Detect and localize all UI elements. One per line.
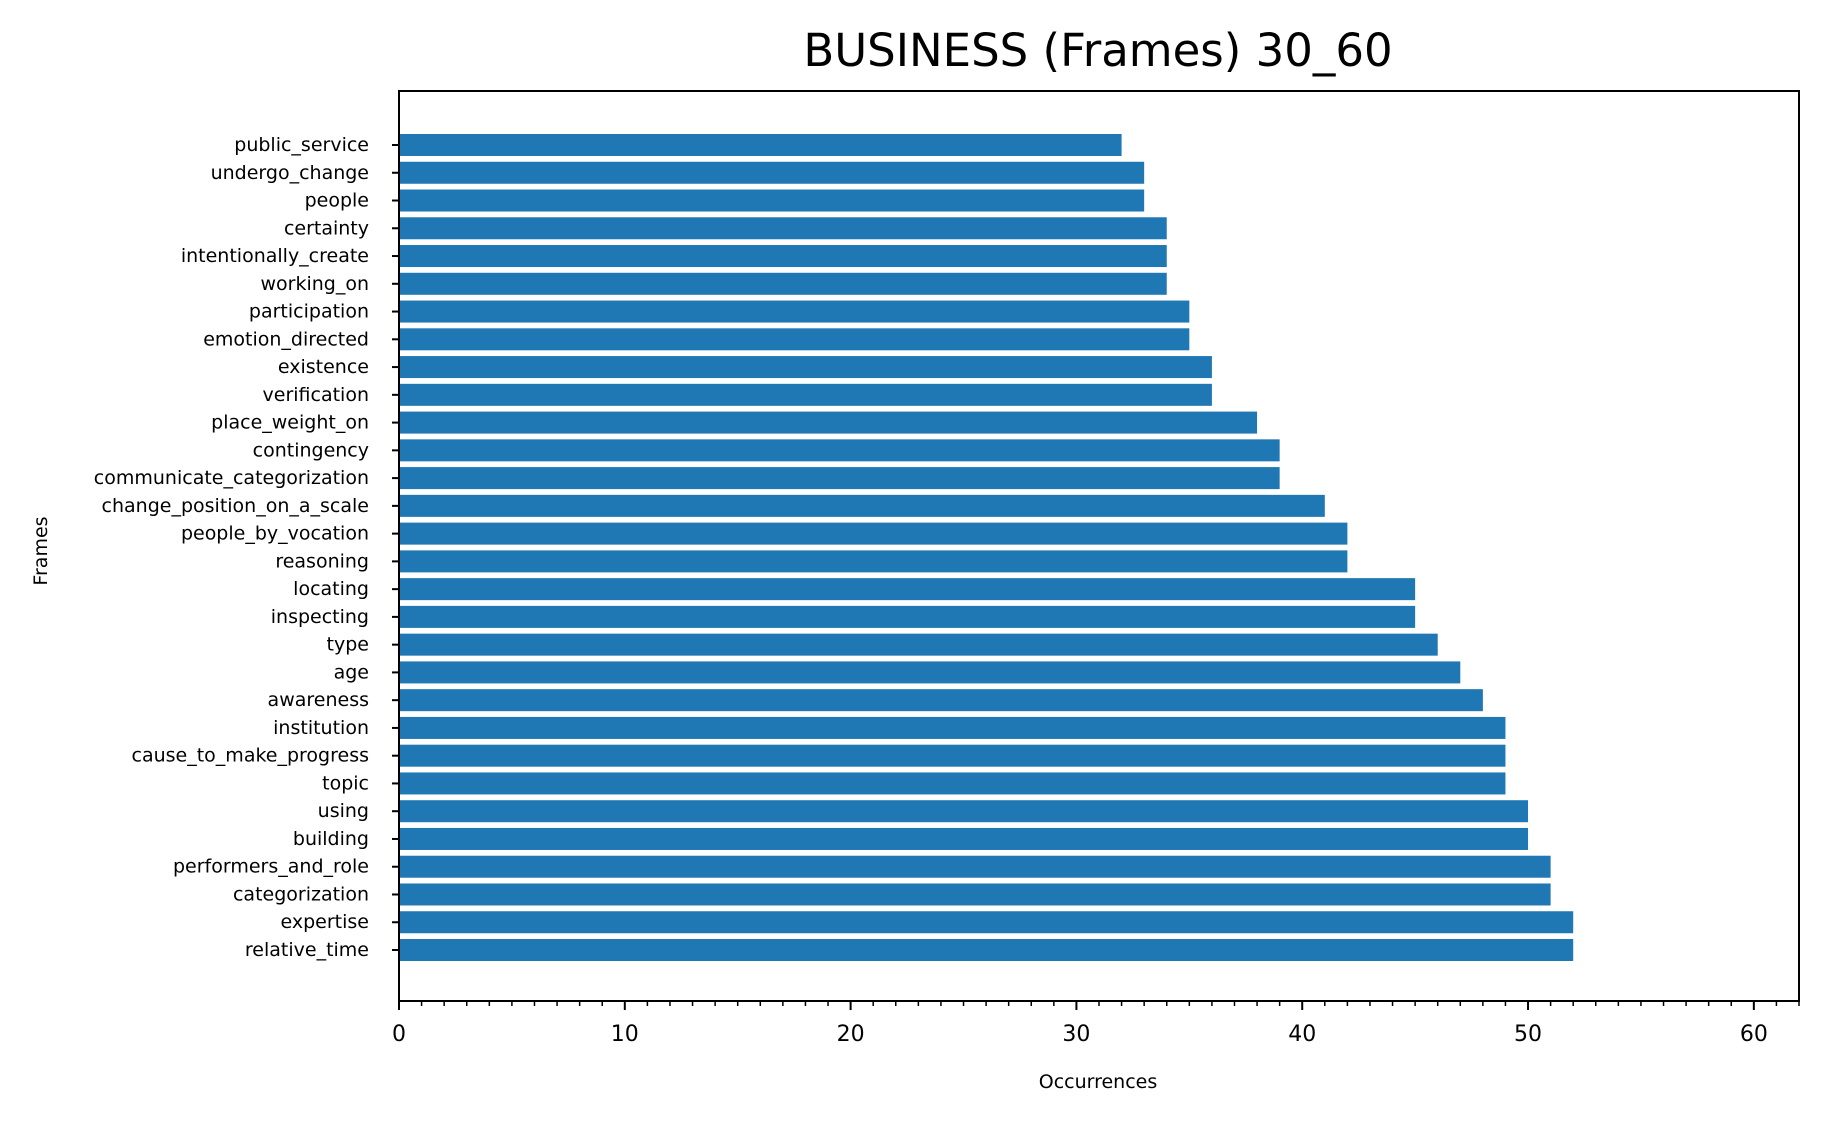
bar-communicate-categorization	[399, 467, 1280, 490]
bar-working-on	[399, 272, 1167, 295]
bar-institution	[399, 716, 1506, 739]
bar-awareness	[399, 689, 1483, 712]
y-tick-label: using	[318, 800, 369, 822]
bar-inspecting	[399, 605, 1416, 628]
y-tick-label: verification	[263, 384, 369, 406]
y-tick-label: change_position_on_a_scale	[102, 495, 369, 517]
bar-public-service	[399, 134, 1122, 156]
y-tick-label: relative_time	[245, 939, 369, 961]
y-tick-label: people_by_vocation	[181, 523, 369, 545]
y-tick-label: building	[293, 828, 369, 850]
y-tick-label: certainty	[284, 217, 369, 239]
bar-participation	[399, 300, 1190, 323]
x-tick-label: 10	[611, 1022, 639, 1047]
y-tick-label: locating	[293, 578, 369, 600]
bar-place-weight-on	[399, 411, 1258, 434]
bar-relative-time	[399, 939, 1574, 961]
bar-using	[399, 800, 1529, 823]
x-tick-label: 0	[392, 1022, 406, 1047]
y-tick-label: communicate_categorization	[94, 467, 369, 489]
bar-cause-to-make-progress	[399, 744, 1506, 767]
x-axis-ticks: 0 10 20 30 40 50 60	[392, 1001, 1800, 1047]
chart-title: BUSINESS (Frames) 30_60	[803, 24, 1392, 77]
x-tick-label: 20	[837, 1022, 865, 1047]
x-axis-label: Occurrences	[1039, 1071, 1158, 1093]
bar-reasoning	[399, 550, 1348, 573]
y-tick-label: participation	[249, 301, 369, 323]
bar-change-position-on-a-scale	[399, 494, 1325, 517]
x-tick-label: 50	[1514, 1022, 1542, 1047]
y-tick-label: place_weight_on	[211, 412, 369, 434]
y-tick-label: awareness	[268, 689, 369, 711]
y-tick-label: working_on	[260, 273, 369, 295]
y-tick-label: reasoning	[275, 550, 369, 572]
y-tick-label: categorization	[233, 883, 369, 905]
bar-age	[399, 661, 1461, 684]
y-tick-label: cause_to_make_progress	[132, 745, 369, 767]
bars-layer	[399, 134, 1574, 961]
bar-verification	[399, 383, 1212, 406]
y-tick-label: age	[334, 661, 369, 683]
y-axis-label: Frames	[30, 516, 52, 585]
y-tick-label: performers_and_role	[173, 856, 369, 878]
bar-building	[399, 827, 1529, 850]
bar-intentionally-create	[399, 245, 1167, 268]
y-tick-label: institution	[273, 717, 369, 739]
y-tick-label: undergo_change	[211, 162, 369, 184]
bar-categorization	[399, 883, 1551, 906]
x-tick-label: 60	[1740, 1022, 1768, 1047]
bar-type	[399, 633, 1438, 656]
bar-performers-and-role	[399, 855, 1551, 878]
y-tick-label: public_service	[234, 134, 369, 156]
y-tick-label: emotion_directed	[203, 328, 369, 350]
bar-certainty	[399, 217, 1167, 240]
bar-locating	[399, 578, 1416, 601]
y-tick-label: people	[305, 190, 369, 212]
y-tick-label: contingency	[253, 439, 369, 461]
bar-topic	[399, 772, 1506, 795]
y-tick-label: topic	[322, 772, 369, 794]
x-tick-label: 40	[1288, 1022, 1316, 1047]
y-tick-label: expertise	[281, 911, 369, 933]
plot-frame	[398, 90, 1800, 1002]
y-tick-label: intentionally_create	[181, 245, 369, 267]
bar-contingency	[399, 439, 1280, 462]
bar-people	[399, 189, 1145, 212]
bar-undergo-change	[399, 161, 1145, 184]
bar-people-by-vocation	[399, 522, 1348, 545]
x-tick-label: 30	[1062, 1022, 1090, 1047]
y-tick-label: inspecting	[271, 606, 369, 628]
y-tick-label: existence	[278, 356, 369, 378]
y-tick-label: type	[327, 634, 369, 656]
bar-emotion-directed	[399, 328, 1190, 351]
bar-existence	[399, 356, 1212, 379]
bar-expertise	[399, 911, 1574, 934]
